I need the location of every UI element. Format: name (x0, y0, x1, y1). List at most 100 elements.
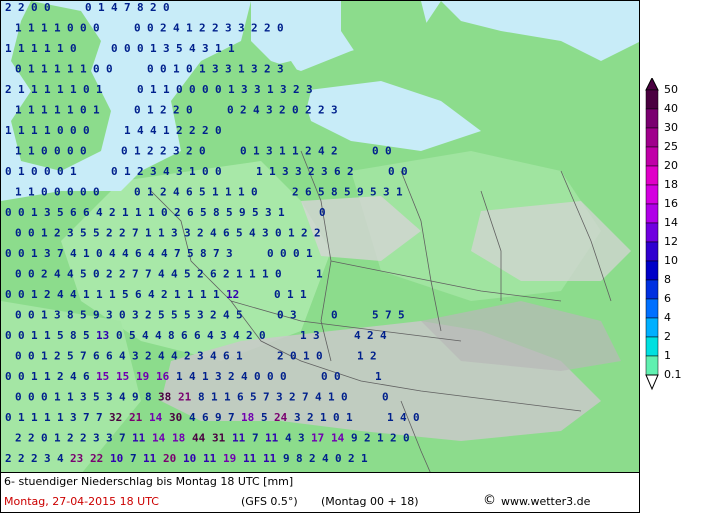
precip-value: 4 (285, 432, 292, 445)
precip-value: 3 (171, 227, 178, 240)
precip-value: 2 (28, 432, 35, 445)
precip-value: 9 (239, 206, 246, 219)
precip-value: 1 (67, 391, 74, 404)
precip-value: 4 (318, 145, 325, 158)
precip-value: 1 (292, 145, 299, 158)
precip-value: 0 (134, 186, 141, 199)
precip-value: 0 (93, 186, 100, 199)
precip-value: 0 (134, 104, 141, 117)
precip-value: 24 (274, 411, 288, 424)
precip-value: 0 (292, 104, 299, 117)
precip-value: 32 (109, 411, 122, 424)
precip-value: 0 (83, 124, 90, 137)
precip-value: 3 (294, 411, 301, 424)
precip-value: 18 (172, 432, 185, 445)
precip-value: 0 (124, 42, 131, 55)
precip-value: 3 (197, 350, 204, 363)
precip-value: 0 (67, 145, 74, 158)
precip-value: 1 (18, 83, 25, 96)
legend-arrow-bottom (645, 374, 659, 391)
precip-value: 14 (149, 411, 163, 424)
precip-value: 2 (160, 22, 167, 35)
precip-value: 5 (57, 329, 64, 342)
precip-value: 3 (295, 165, 302, 178)
legend-swatch (645, 108, 659, 129)
precip-value: 6 (186, 186, 193, 199)
precip-value: 5 (83, 329, 90, 342)
precip-value: 3 (132, 309, 139, 322)
precip-value: 1 (31, 206, 38, 219)
legend-label: 14 (664, 216, 678, 229)
precip-value: 1 (396, 186, 403, 199)
precip-value: 20 (163, 452, 176, 465)
precip-value: 1 (187, 288, 194, 301)
precip-value: 0 (413, 411, 420, 424)
precip-value: 0 (147, 63, 154, 76)
precip-value: 16 (156, 370, 170, 383)
precip-value: 4 (233, 329, 240, 342)
precip-value: 0 (5, 247, 12, 260)
precip-value: 1 (249, 268, 256, 281)
precip-value: 8 (145, 391, 152, 404)
precip-value: 19 (136, 370, 149, 383)
precip-value: 0 (18, 206, 25, 219)
precip-value: 0 (186, 63, 193, 76)
precip-value: 4 (111, 1, 118, 14)
model-name: (GFS 0.5°) (241, 495, 298, 508)
precip-value: 0 (106, 63, 113, 76)
precip-value: 2 (137, 165, 144, 178)
precip-value: 0 (382, 391, 389, 404)
precip-value: 5 (398, 309, 405, 322)
color-legend: 50 40 30 25 20 18 16 14 12 10 8 6 4 2 1 0.1 (644, 78, 704, 398)
precip-value: 2 (348, 452, 355, 465)
precip-value: 6 (106, 350, 113, 363)
legend-swatch (645, 298, 659, 319)
precip-value: 2 (145, 350, 152, 363)
precip-value: 3 (176, 165, 183, 178)
precip-value: 4 (173, 186, 180, 199)
land-region (61, 161, 331, 361)
precip-value: 2 (212, 22, 219, 35)
precip-value: 1 (41, 22, 48, 35)
precip-value: 1 (269, 165, 276, 178)
precip-value: 0 (280, 370, 287, 383)
precip-value: 1 (57, 411, 64, 424)
precip-value: 1 (31, 288, 38, 301)
precip-value: 0 (254, 370, 261, 383)
precip-value: 5 (236, 309, 243, 322)
precip-value: 1 (124, 124, 131, 137)
legend-label: 6 (664, 292, 671, 305)
precip-value: 0 (321, 370, 328, 383)
precip-value: 2 (318, 104, 325, 117)
precip-value: 0 (80, 104, 87, 117)
precip-value: 1 (228, 83, 235, 96)
precip-value: 1 (67, 63, 74, 76)
precip-value: 0 (18, 288, 25, 301)
precip-value: 31 (212, 432, 226, 445)
legend-label: 50 (664, 83, 678, 96)
credit-link[interactable]: www.wetter3.de (501, 495, 591, 508)
precip-value: 3 (282, 165, 289, 178)
precip-value: 3 (202, 42, 209, 55)
precip-value: 2 (240, 104, 247, 117)
precip-value: 1 (28, 22, 35, 35)
precip-value: 0 (18, 370, 25, 383)
precip-value: 7 (132, 268, 139, 281)
legend-label: 16 (664, 197, 678, 210)
precip-value: 3 (313, 329, 320, 342)
precip-value: 6 (202, 411, 209, 424)
precip-value: 1 (279, 145, 286, 158)
precip-value: 7 (80, 350, 87, 363)
precip-value: 0 (372, 145, 379, 158)
precip-value: 6 (135, 247, 142, 260)
precip-value: 4 (223, 309, 230, 322)
precip-value: 2 (160, 104, 167, 117)
precip-value: 6 (181, 329, 188, 342)
precip-value: 1 (375, 370, 382, 383)
precip-value: 3 (238, 22, 245, 35)
precip-value: 1 (145, 227, 152, 240)
precip-value: 1 (224, 391, 231, 404)
precip-value: 1 (31, 124, 38, 137)
precip-value: 0 (331, 309, 338, 322)
precip-value: 1 (31, 411, 38, 424)
